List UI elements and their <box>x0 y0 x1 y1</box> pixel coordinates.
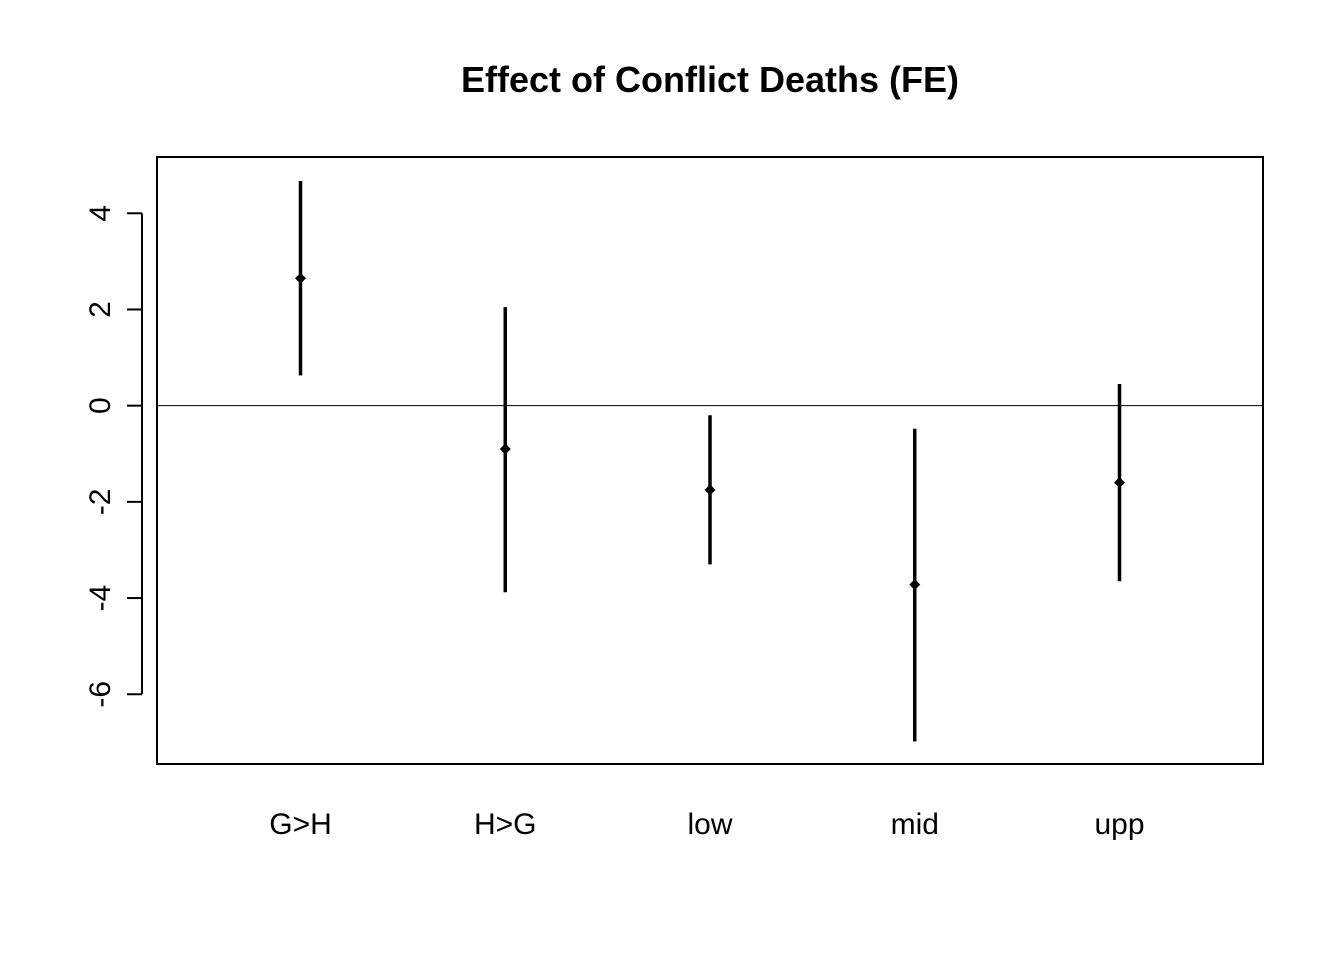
point-estimate-marker <box>1114 477 1125 489</box>
x-category-label: upp <box>1094 808 1144 841</box>
y-tick-label: 0 <box>84 397 117 414</box>
point-estimate-marker <box>499 443 511 455</box>
chart-title: Effect of Conflict Deaths (FE) <box>461 59 959 100</box>
y-tick-label: 4 <box>84 205 117 222</box>
point-estimate-marker <box>909 579 921 591</box>
x-category-label: G>H <box>269 808 332 841</box>
plot-frame <box>156 156 1264 765</box>
y-tick-label: -4 <box>84 585 117 612</box>
point-estimate-marker <box>295 272 306 284</box>
y-tick-label: -2 <box>84 489 117 516</box>
x-category-label: mid <box>891 808 939 841</box>
x-category-label: H>G <box>474 808 537 841</box>
x-axis-labels: G>H H>G low mid upp <box>269 808 1144 841</box>
y-axis: -6 -4 -2 0 2 4 <box>84 205 143 708</box>
x-category-label: low <box>687 808 732 841</box>
point-estimate-marker <box>704 484 716 496</box>
y-tick-label: 2 <box>84 301 117 318</box>
y-tick-label: -6 <box>84 681 117 708</box>
marks-layer <box>295 181 1125 742</box>
